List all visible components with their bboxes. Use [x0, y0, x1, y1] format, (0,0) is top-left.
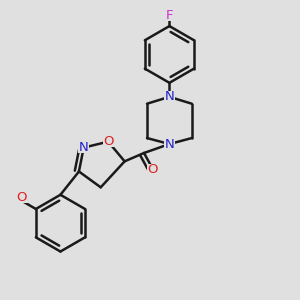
- Text: F: F: [166, 9, 173, 22]
- FancyBboxPatch shape: [15, 191, 28, 203]
- FancyBboxPatch shape: [164, 10, 175, 21]
- Text: N: N: [164, 137, 174, 151]
- Text: O: O: [103, 135, 113, 148]
- Text: O: O: [16, 190, 27, 203]
- Text: O: O: [148, 163, 158, 176]
- FancyBboxPatch shape: [147, 164, 159, 175]
- FancyBboxPatch shape: [164, 91, 175, 103]
- Text: N: N: [164, 90, 174, 103]
- FancyBboxPatch shape: [164, 138, 175, 150]
- FancyBboxPatch shape: [78, 142, 89, 153]
- FancyBboxPatch shape: [103, 136, 114, 147]
- Text: N: N: [79, 141, 88, 154]
